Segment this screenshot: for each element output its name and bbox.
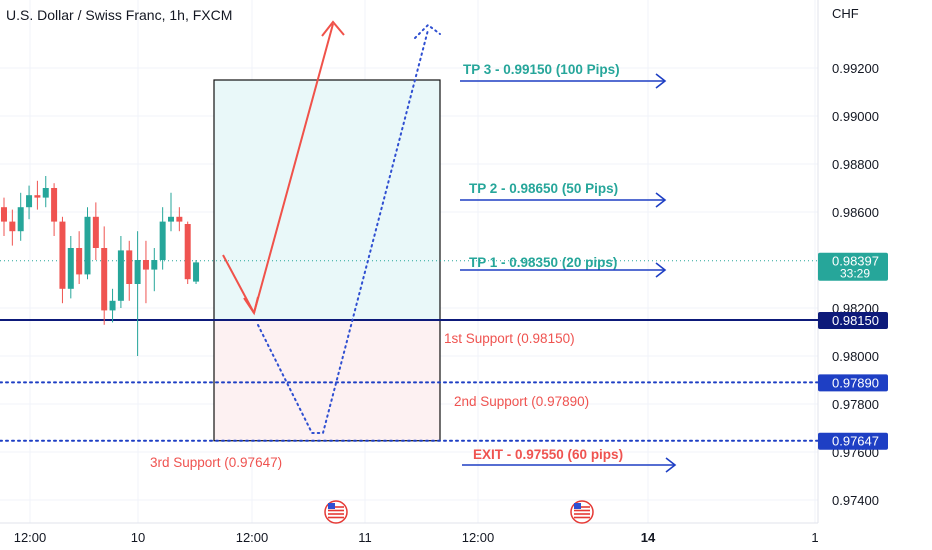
annotation-label: EXIT - 0.97550 (60 pips) — [473, 447, 623, 462]
candle-body — [142, 260, 149, 270]
y-tick-label: 0.97800 — [832, 397, 879, 412]
price-badge-countdown: 33:29 — [840, 267, 870, 281]
currency-label: CHF — [832, 6, 859, 21]
annotation-label: TP 3 - 0.99150 (100 Pips) — [463, 62, 620, 77]
y-tick-label: 0.99200 — [832, 61, 879, 76]
candle-body — [34, 195, 41, 198]
candle-body — [151, 260, 158, 270]
price-badge — [818, 252, 888, 281]
annotation-arrowhead — [655, 192, 667, 208]
x-tick-label: 12:00 — [236, 530, 269, 545]
position-box[interactable] — [213, 79, 441, 442]
candle-body — [76, 248, 83, 275]
candle-body — [109, 300, 116, 311]
profit-zone — [214, 80, 440, 320]
price-badge — [818, 432, 888, 450]
projection-paths[interactable] — [222, 20, 441, 434]
candle-body — [168, 216, 174, 222]
candle-body — [184, 224, 191, 280]
y-tick-label: 0.98600 — [832, 205, 879, 220]
annotation-arrowhead — [655, 262, 667, 278]
candle-body — [126, 250, 133, 284]
candle-body — [51, 188, 58, 222]
x-tick-label: 10 — [131, 530, 145, 545]
candle-body — [101, 248, 108, 311]
annotation-label: 2nd Support (0.97890) — [454, 394, 589, 409]
candle-body — [117, 250, 124, 301]
annotations: TP 3 - 0.99150 (100 Pips) TP 2 - 0.98650 … — [150, 62, 677, 473]
annotation-arrowhead — [655, 73, 667, 89]
y-tick-label: 0.97400 — [832, 493, 879, 508]
candle-body — [193, 262, 200, 282]
candle-body — [176, 216, 183, 222]
blue-dotted-arrowhead — [414, 23, 441, 39]
annotation-arrowhead — [665, 457, 677, 473]
x-tick-label: 14 — [641, 530, 656, 545]
candle-body — [84, 216, 91, 275]
blue-dotted-path — [257, 29, 429, 434]
candle-body — [9, 221, 16, 232]
candle-body — [159, 221, 166, 260]
candle-body — [17, 207, 24, 232]
price-badge — [818, 374, 888, 392]
x-axis: 12:00 10 12:00 11 12:00 14 1 — [14, 530, 819, 545]
us-flag-event-icon[interactable] — [324, 500, 348, 524]
red-path-down — [222, 254, 255, 314]
annotation-label: 3rd Support (0.97647) — [150, 455, 282, 470]
candles — [1, 176, 200, 356]
event-icon-canton — [328, 503, 335, 509]
red-arrowhead-up — [321, 20, 345, 37]
price-badge-label: 0.98397 — [832, 254, 879, 269]
y-tick-label: 0.98000 — [832, 349, 879, 364]
event-icons[interactable] — [324, 500, 594, 524]
x-tick-label: 12:00 — [462, 530, 495, 545]
x-tick-label: 11 — [358, 530, 372, 545]
price-badge — [818, 312, 888, 329]
price-badge-label: 0.98150 — [832, 313, 879, 328]
loss-zone — [214, 320, 440, 441]
y-tick-label: 0.98800 — [832, 157, 879, 172]
annotation-label: 1st Support (0.98150) — [444, 331, 575, 346]
price-badge-label: 0.97647 — [832, 434, 879, 449]
chart-title: U.S. Dollar / Swiss Franc, 1h, FXCM — [6, 7, 232, 23]
candle-body — [42, 188, 49, 198]
annotation-label: TP 2 - 0.98650 (50 Pips) — [469, 181, 618, 196]
red-path-up — [253, 23, 334, 314]
us-flag-event-icon[interactable] — [570, 500, 594, 524]
y-tick-label: 0.99000 — [832, 109, 879, 124]
x-tick-label: 12:00 — [14, 530, 47, 545]
event-icon-canton — [574, 503, 581, 509]
candle-body — [59, 221, 66, 289]
annotation-label: TP 1 - 0.98350 (20 pips) — [469, 255, 617, 270]
candle-body — [92, 216, 99, 248]
candle-body — [1, 207, 7, 222]
price-badge-label: 0.97890 — [832, 375, 879, 390]
x-tick-label: 1 — [811, 530, 818, 545]
candle-body — [26, 195, 33, 208]
candle-body — [67, 248, 74, 289]
candle-body — [134, 260, 141, 284]
